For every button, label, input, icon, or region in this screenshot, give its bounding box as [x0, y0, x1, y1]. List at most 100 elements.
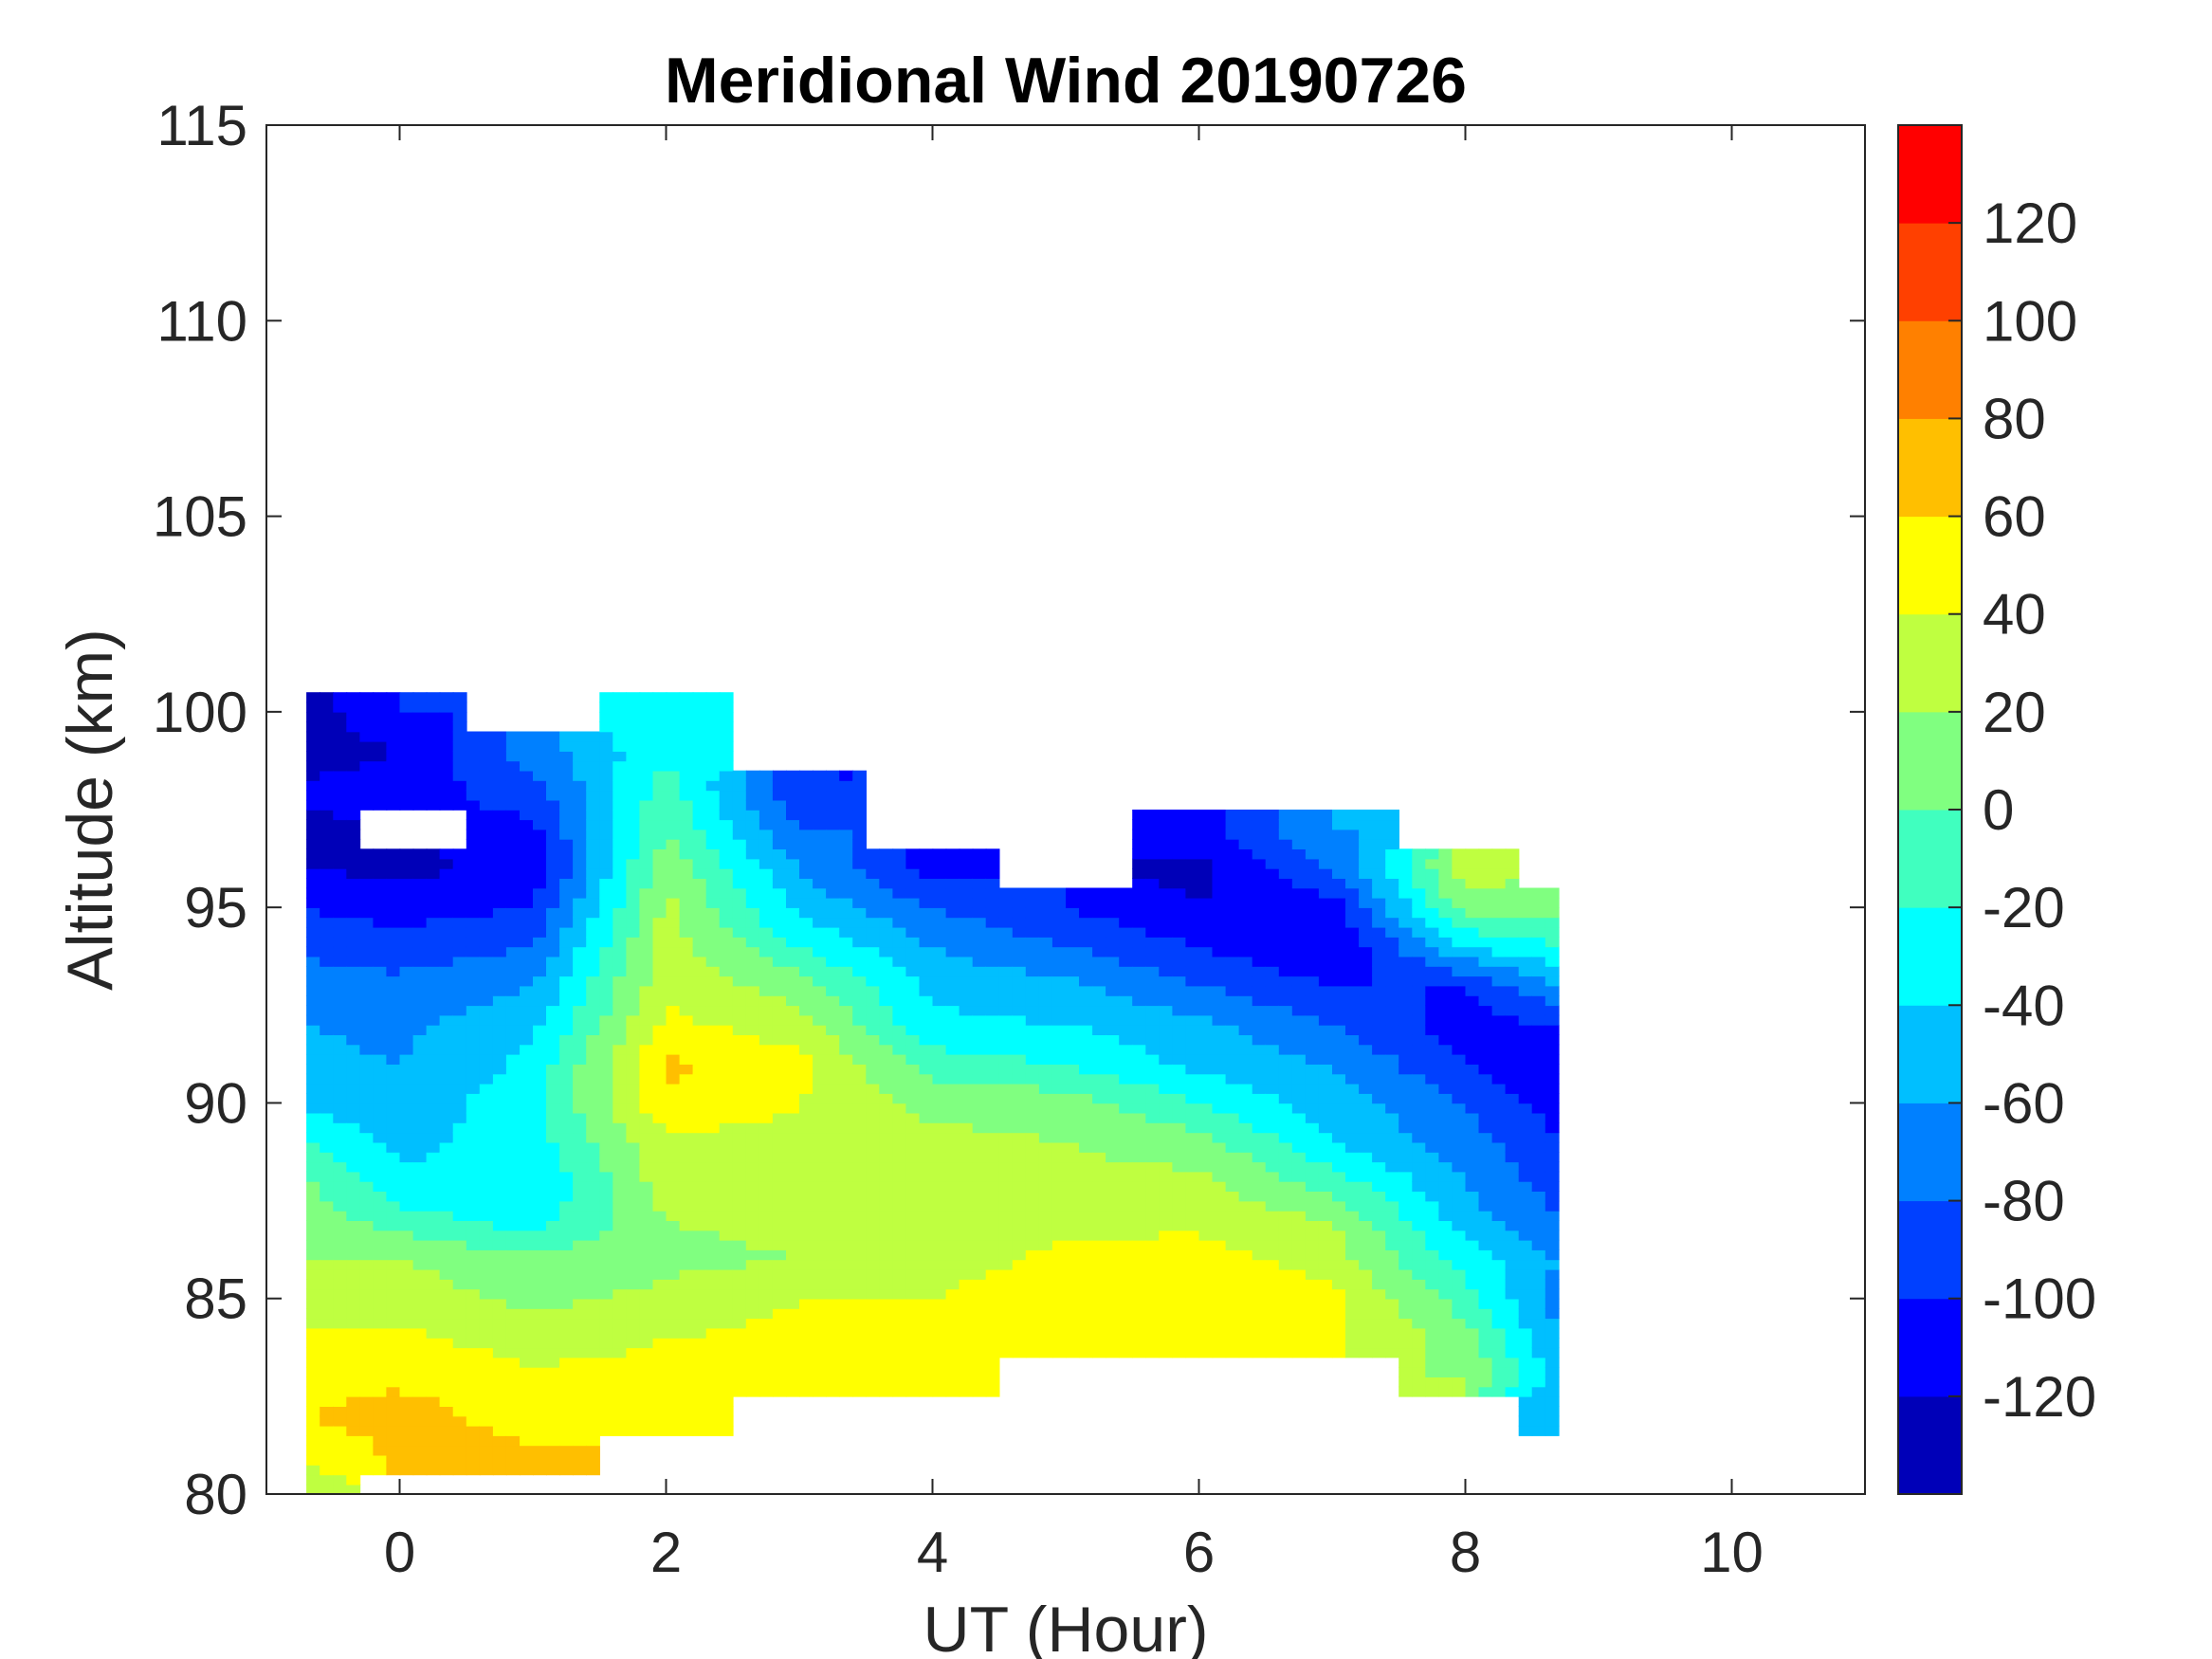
- contour-cell: [1265, 946, 1280, 957]
- contour-cell: [520, 1053, 534, 1065]
- contour-cell: [612, 1053, 628, 1065]
- contour-cell: [959, 1338, 974, 1349]
- contour-cell: [1291, 1034, 1307, 1046]
- contour-cell: [505, 1425, 521, 1436]
- contour-cell: [745, 1152, 760, 1163]
- contour-cell: [1291, 867, 1307, 879]
- contour-cell: [373, 1073, 388, 1085]
- contour-cell: [866, 1230, 881, 1241]
- contour-cell: [799, 1259, 814, 1270]
- contour-cell: [892, 985, 907, 996]
- contour-cell: [826, 966, 840, 977]
- contour-cell: [1291, 1279, 1307, 1290]
- contour-cell: [1132, 1083, 1146, 1094]
- contour-cell: [1132, 887, 1146, 899]
- contour-cell: [772, 1259, 787, 1270]
- contour-cell: [599, 1357, 614, 1368]
- contour-cell: [692, 760, 707, 772]
- contour-cell: [333, 740, 348, 752]
- contour-cell: [1106, 985, 1120, 996]
- contour-cell: [1252, 1230, 1267, 1241]
- contour-cell: [466, 1327, 481, 1339]
- contour-cell: [1291, 956, 1307, 967]
- contour-cell: [1278, 1259, 1293, 1270]
- contour-cell: [732, 780, 747, 792]
- contour-cell: [346, 1327, 361, 1339]
- contour-cell: [1132, 995, 1146, 1007]
- contour-cell: [985, 1308, 1000, 1320]
- contour-cell: [333, 1415, 348, 1427]
- contour-cell: [412, 790, 428, 801]
- contour-cell: [466, 751, 481, 762]
- contour-cell: [546, 1083, 560, 1094]
- contour-cell: [626, 1386, 641, 1397]
- contour-cell: [732, 1338, 747, 1349]
- contour-cell: [866, 1141, 881, 1153]
- contour-cell: [320, 1191, 335, 1202]
- contour-cell: [826, 887, 840, 899]
- contour-cell: [786, 1338, 800, 1349]
- contour-cell: [1132, 858, 1146, 869]
- contour-cell: [932, 1288, 947, 1300]
- contour-cell: [719, 1249, 734, 1261]
- contour-cell: [320, 966, 335, 977]
- contour-cell: [520, 995, 534, 1007]
- contour-cell: [1265, 1249, 1280, 1261]
- contour-cell: [333, 867, 348, 879]
- contour-cell: [1106, 1073, 1120, 1085]
- contour-cell: [373, 1298, 388, 1309]
- contour-cell: [479, 1347, 494, 1358]
- contour-cell: [879, 897, 894, 908]
- contour-cell: [705, 1014, 721, 1026]
- contour-cell: [1265, 829, 1280, 840]
- contour-cell: [719, 867, 734, 879]
- contour-cell: [1265, 937, 1280, 948]
- contour-cell: [626, 1053, 641, 1065]
- contour-cell: [1079, 1347, 1093, 1358]
- contour-cell: [492, 995, 507, 1007]
- contour-cell: [972, 1152, 987, 1163]
- contour-cell: [1198, 946, 1214, 957]
- contour-cell: [1278, 1073, 1293, 1085]
- contour-cell: [945, 1064, 960, 1075]
- contour-cell: [452, 1406, 467, 1417]
- contour-cell: [813, 1044, 827, 1055]
- contour-cell: [945, 1230, 960, 1241]
- contour-cell: [679, 1239, 694, 1250]
- contour-cell: [612, 711, 628, 722]
- contour-cell: [520, 1338, 534, 1349]
- contour-cell: [452, 1141, 467, 1153]
- contour-cell: [520, 1103, 534, 1114]
- contour-cell: [1212, 956, 1227, 967]
- contour-cell: [306, 1103, 320, 1114]
- contour-cell: [705, 751, 721, 762]
- contour-cell: [1318, 887, 1333, 899]
- contour-cell: [759, 946, 774, 957]
- contour-cell: [479, 1366, 494, 1377]
- contour-cell: [826, 1347, 840, 1358]
- contour-cell: [652, 1239, 667, 1250]
- contour-cell: [492, 790, 507, 801]
- contour-cell: [505, 770, 521, 781]
- contour-cell: [705, 1230, 721, 1241]
- contour-cell: [813, 926, 827, 938]
- contour-cell: [759, 995, 774, 1007]
- contour-cell: [719, 1005, 734, 1016]
- contour-cell: [520, 1210, 534, 1221]
- contour-cell: [333, 1259, 348, 1270]
- contour-cell: [1305, 917, 1320, 928]
- contour-cell: [719, 810, 734, 821]
- contour-cell: [826, 1268, 840, 1280]
- contour-cell: [320, 702, 335, 713]
- contour-cell: [559, 1073, 574, 1085]
- contour-cell: [346, 878, 361, 889]
- contour-cell: [839, 1064, 854, 1075]
- contour-cell: [1252, 995, 1267, 1007]
- contour-cell: [866, 848, 881, 860]
- contour-cell: [1106, 1122, 1120, 1134]
- contour-cell: [426, 995, 441, 1007]
- contour-cell: [1212, 1152, 1227, 1163]
- contour-cell: [1012, 1083, 1027, 1094]
- contour-cell: [452, 692, 467, 703]
- contour-cell: [626, 1191, 641, 1202]
